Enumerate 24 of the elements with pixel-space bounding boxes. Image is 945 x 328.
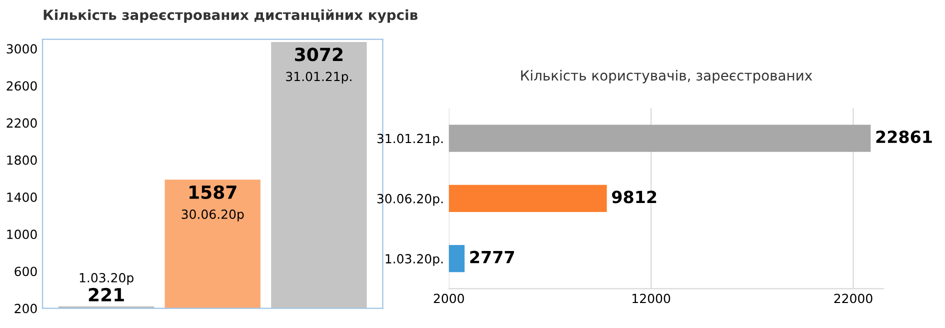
y-tick-label: 200 bbox=[14, 304, 37, 314]
y-tick-label: 600 bbox=[14, 266, 37, 276]
data-label: 22861 bbox=[876, 130, 932, 144]
x-tick-label: 30.06.20р bbox=[182, 209, 244, 222]
y-tick-label: 2600 bbox=[6, 81, 37, 91]
data-label: 1587 bbox=[190, 185, 236, 200]
chart-title: Кількість користувачів, зареєстрованих bbox=[521, 70, 812, 84]
data-label: 221 bbox=[88, 288, 124, 302]
x-tick-label: 2000 bbox=[434, 294, 464, 304]
y-tick-label: 1400 bbox=[7, 192, 37, 202]
data-label: 9812 bbox=[612, 190, 656, 204]
x-tick-label: 12000 bbox=[632, 294, 670, 304]
y-tick-label: 2200 bbox=[6, 118, 37, 128]
data-label: 3072 bbox=[295, 48, 342, 62]
x-tick-label: 22000 bbox=[834, 294, 872, 304]
y-tick-label: 1800 bbox=[7, 155, 37, 165]
data-label: 2777 bbox=[470, 250, 514, 264]
y-tick-label: 3000 bbox=[6, 44, 37, 54]
y-tick-label: 30.06.20р. bbox=[377, 194, 443, 206]
chart-title: Кількість зареєстрованих дистанційних курсів bbox=[44, 9, 418, 23]
x-tick-label: 1.03.20р bbox=[80, 272, 134, 285]
y-tick-label: 31.01.21р. bbox=[377, 134, 443, 146]
y-tick-label: 1000 bbox=[7, 230, 37, 240]
y-tick-label: 1.03.20р. bbox=[386, 254, 443, 266]
